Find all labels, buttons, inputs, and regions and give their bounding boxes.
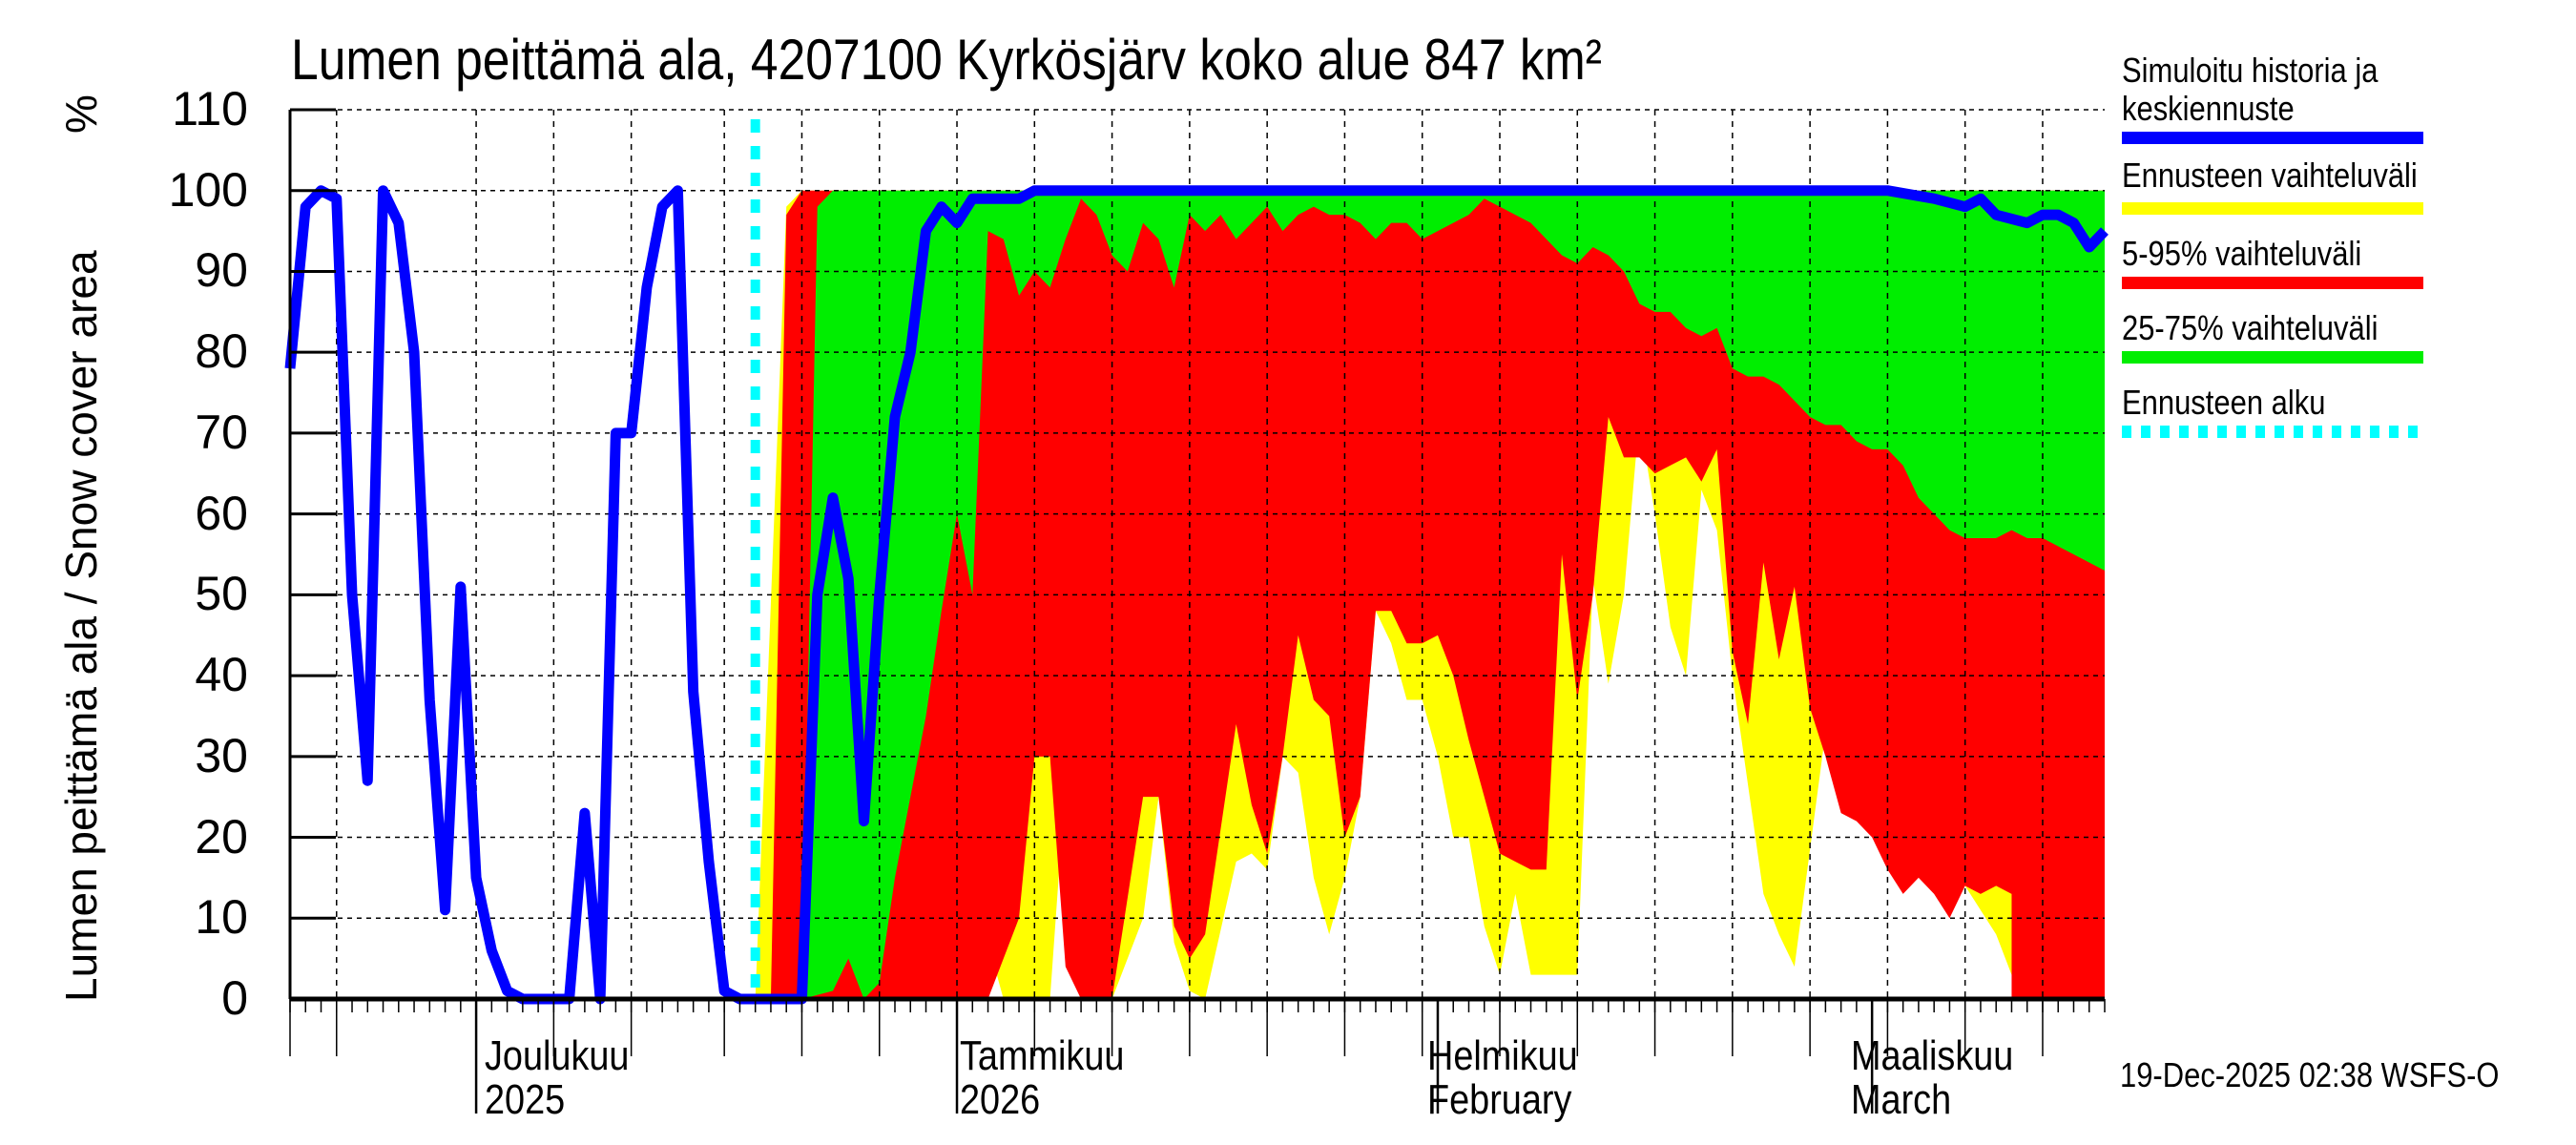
y-tick-label: 10 — [195, 890, 248, 945]
grid-lines — [290, 109, 2105, 999]
y-tick-label: 60 — [195, 486, 248, 540]
y-tick-label: 40 — [195, 648, 248, 702]
y-tick-label: 80 — [195, 324, 248, 379]
y-axis-label: Lumen peittämä ala / Snow cover area — [56, 250, 106, 1002]
y-tick-label: 30 — [195, 728, 248, 782]
plot-area — [284, 108, 2109, 1114]
y-tick-label: 0 — [221, 971, 248, 1025]
axes — [288, 108, 2106, 1114]
y-tick-label: 110 — [172, 82, 248, 135]
legend-label-range: Ennusteen vaihteluväli — [2122, 156, 2418, 195]
legend-swatch-range — [2122, 202, 2423, 215]
legend-swatch-p25-75 — [2122, 351, 2423, 364]
legend-swatch-p5-95 — [2122, 277, 2423, 289]
legend-swatch-forecast-start — [2122, 426, 2423, 438]
legend-label-p5-95: 5-95% vaihteluväli — [2122, 234, 2362, 273]
chart-title: Lumen peittämä ala, 4207100 Kyrkösjärv k… — [291, 28, 1602, 92]
x-month-feb: Helmikuu February — [1427, 1032, 1578, 1123]
x-month-dec: Joulukuu 2025 — [485, 1032, 630, 1123]
legend-swatch-median — [2122, 132, 2423, 144]
legend-label-p25-75: 25-75% vaihteluväli — [2122, 308, 2379, 347]
legend-label-median: Simuloitu historia ja keskiennuste — [2122, 51, 2379, 128]
x-month-jan: Tammikuu 2026 — [960, 1032, 1125, 1123]
y-tick-label: 50 — [195, 567, 248, 621]
y-axis-unit: % — [56, 94, 106, 134]
y-tick-label: 90 — [195, 243, 248, 298]
y-tick-label: 100 — [168, 162, 248, 217]
x-month-mar: Maaliskuu March — [1851, 1032, 2014, 1123]
timestamp: 19-Dec-2025 02:38 WSFS-O — [2120, 1055, 2500, 1094]
legend-label-forecast-start: Ennusteen alku — [2122, 383, 2326, 422]
y-tick-label: 20 — [195, 809, 248, 864]
y-tick-label: 70 — [195, 405, 248, 459]
